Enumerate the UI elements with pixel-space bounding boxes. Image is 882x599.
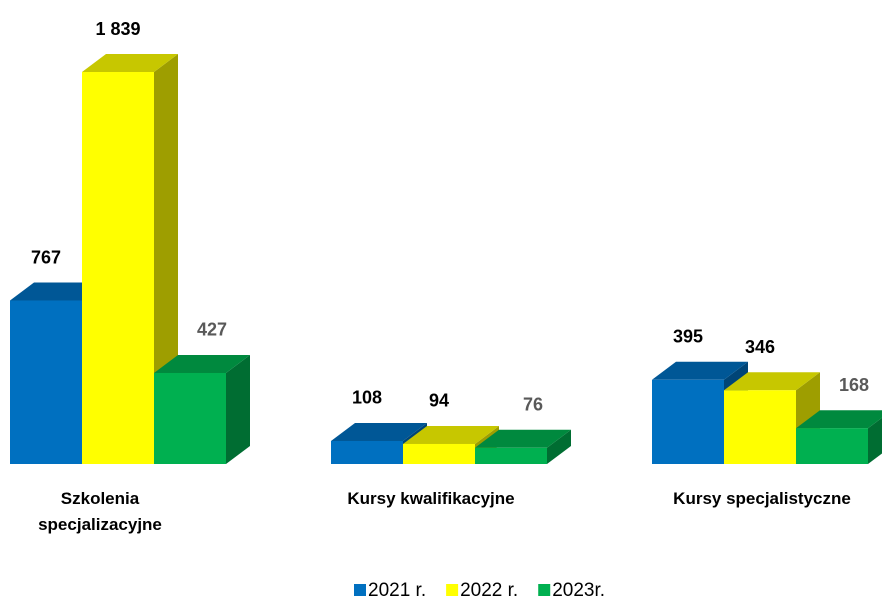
category-label: Szkolenia specjalizacyjne (38, 489, 162, 534)
bar-top (475, 429, 571, 448)
legend-swatch (538, 584, 551, 596)
value-label: 76 (523, 395, 543, 415)
bar-side (868, 417, 882, 464)
bar (796, 428, 868, 464)
bar (154, 372, 226, 464)
bar (82, 72, 154, 464)
legend-label: 2021 r. (368, 580, 426, 599)
bar (331, 440, 403, 464)
bar (10, 300, 82, 464)
bar-top (154, 354, 250, 373)
bar (475, 447, 547, 464)
bar-top (724, 372, 820, 391)
category-label: Kursy specjalistyczne (673, 489, 851, 508)
bar-top (403, 425, 499, 444)
bar-top (331, 422, 427, 441)
bar-top (82, 54, 178, 72)
value-label: 168 (839, 375, 869, 395)
bar (652, 379, 724, 464)
value-label: 94 (429, 391, 449, 411)
legend-swatch (446, 584, 459, 596)
value-label: 1 839 (95, 19, 140, 39)
bar-side (226, 354, 250, 464)
legend-label: 2023r. (552, 580, 605, 599)
legend-label: 2022 r. (460, 580, 518, 599)
value-label: 108 (352, 388, 382, 408)
value-label: 767 (31, 247, 61, 267)
legend-swatch (354, 584, 366, 596)
value-label: 395 (673, 327, 703, 347)
value-label: 346 (745, 337, 775, 357)
bar (724, 390, 796, 464)
bar (403, 443, 475, 464)
bar-side (547, 429, 571, 464)
category-label: Kursy kwalifikacyjne (347, 489, 515, 508)
bar-top (796, 410, 882, 429)
value-label: 427 (197, 320, 227, 340)
bar-top (652, 361, 748, 380)
